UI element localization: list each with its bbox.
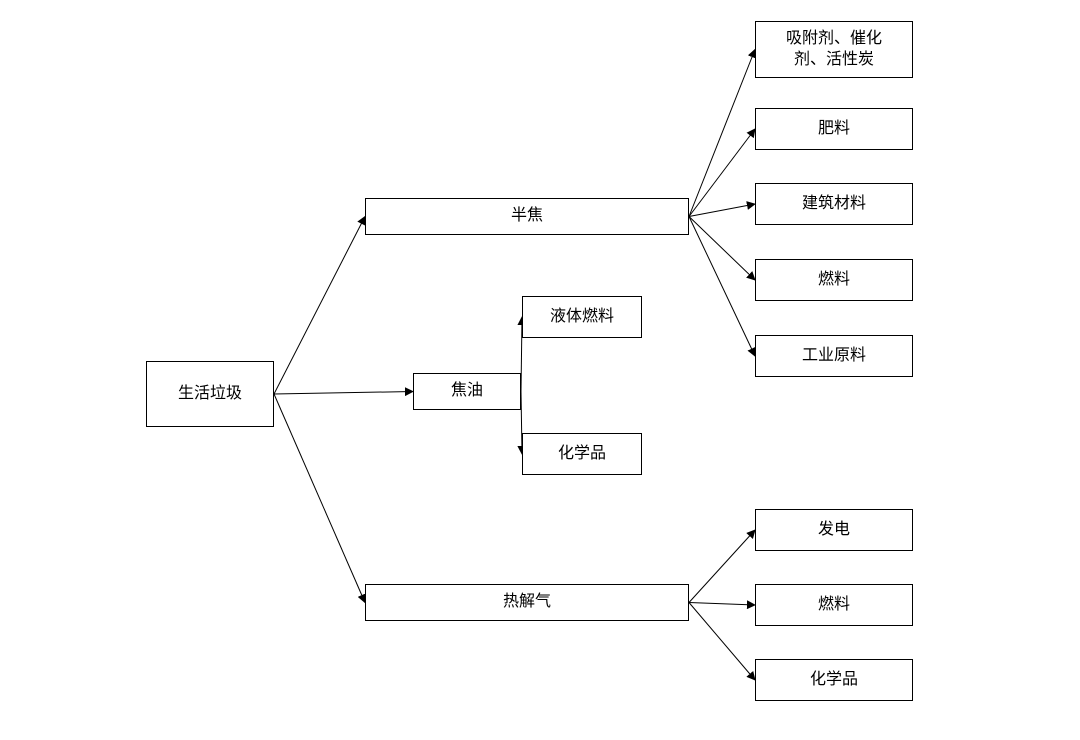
edge-coke-fuel1 bbox=[689, 217, 755, 281]
edge-coke-adsorb bbox=[689, 50, 755, 217]
node-chem1: 化学品 bbox=[522, 433, 642, 475]
node-fuel1: 燃料 bbox=[755, 259, 913, 301]
edge-gas-power bbox=[689, 530, 755, 603]
node-indraw: 工业原料 bbox=[755, 335, 913, 377]
node-build: 建筑材料 bbox=[755, 183, 913, 225]
node-gas: 热解气 bbox=[365, 584, 689, 621]
node-fert: 肥料 bbox=[755, 108, 913, 150]
node-fuel2: 燃料 bbox=[755, 584, 913, 626]
edge-gas-chem2 bbox=[689, 603, 755, 681]
node-coke: 半焦 bbox=[365, 198, 689, 235]
node-chem2: 化学品 bbox=[755, 659, 913, 701]
node-root: 生活垃圾 bbox=[146, 361, 274, 427]
edge-gas-fuel2 bbox=[689, 603, 755, 606]
edge-coke-build bbox=[689, 204, 755, 217]
node-tar: 焦油 bbox=[413, 373, 521, 410]
edge-coke-fert bbox=[689, 129, 755, 217]
node-adsorb: 吸附剂、催化 剂、活性炭 bbox=[755, 21, 913, 78]
edge-root-gas bbox=[274, 394, 365, 603]
edge-coke-indraw bbox=[689, 217, 755, 357]
edge-root-tar bbox=[274, 392, 413, 395]
node-liqfuel: 液体燃料 bbox=[522, 296, 642, 338]
diagram-stage: 生活垃圾半焦焦油热解气液体燃料化学品吸附剂、催化 剂、活性炭肥料建筑材料燃料工业… bbox=[0, 0, 1080, 740]
node-power: 发电 bbox=[755, 509, 913, 551]
edge-root-coke bbox=[274, 217, 365, 395]
